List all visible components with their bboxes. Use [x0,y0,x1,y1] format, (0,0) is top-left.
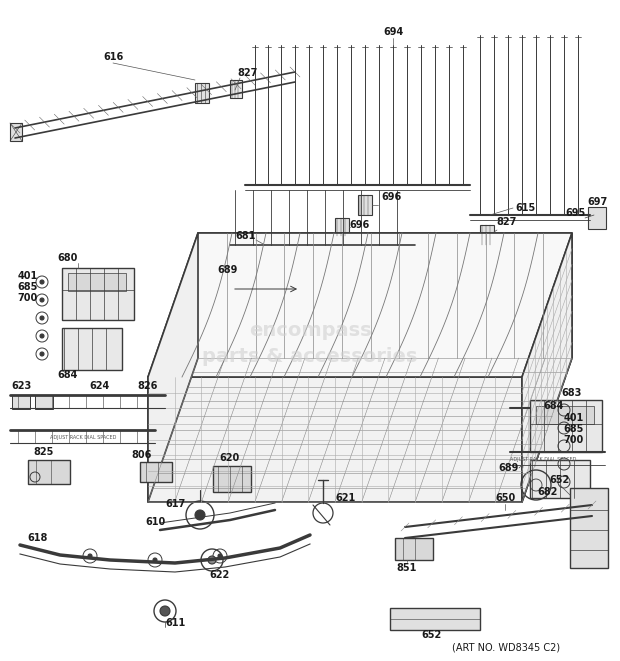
Text: 827: 827 [238,68,258,78]
Bar [390,608,480,630]
Text: 685: 685 [564,424,584,434]
Bar [35,395,53,409]
Text: 401: 401 [18,271,38,281]
Circle shape [153,558,157,562]
Text: 685: 685 [18,282,38,292]
Bar [588,207,606,229]
Bar [228,278,303,300]
Circle shape [88,554,92,558]
Text: 610: 610 [146,517,166,527]
Text: 827: 827 [497,217,517,227]
Text: encompass
parts & accessories: encompass parts & accessories [202,321,418,366]
Text: 696: 696 [382,192,402,202]
Text: 697: 697 [587,197,607,207]
Polygon shape [148,377,522,502]
Bar [358,195,372,215]
Bar [570,488,608,568]
Circle shape [40,316,44,320]
Text: ADJUST RACK DIAL SPACED: ADJUST RACK DIAL SPACED [50,436,117,440]
Bar [536,406,594,424]
Text: 680: 680 [58,253,78,263]
Text: 806: 806 [132,450,152,460]
Text: 826: 826 [138,381,158,391]
Text: 689: 689 [218,265,238,275]
Circle shape [160,606,170,616]
Bar [230,80,242,98]
Polygon shape [148,358,572,502]
Text: 618: 618 [28,533,48,543]
Bar [28,460,70,484]
Text: 611: 611 [165,618,185,628]
Bar [62,328,122,370]
Text: 695: 695 [565,208,585,218]
Text: 621: 621 [336,493,356,503]
Polygon shape [148,233,198,502]
Bar [68,273,126,291]
Text: 684: 684 [58,370,78,380]
Bar [12,395,30,409]
Text: 689: 689 [499,463,519,473]
Bar [530,460,590,498]
Text: 623: 623 [12,381,32,391]
Circle shape [40,334,44,338]
Text: 696: 696 [350,220,370,230]
Text: 825: 825 [34,447,54,457]
Text: 694: 694 [383,27,403,37]
Text: (ART NO. WD8345 C2): (ART NO. WD8345 C2) [452,642,560,652]
Text: 616: 616 [103,52,123,62]
Circle shape [195,510,205,520]
Bar [480,225,494,245]
Bar [195,83,209,103]
Circle shape [40,298,44,302]
Text: 652: 652 [422,630,442,640]
Polygon shape [148,233,572,377]
Text: 652: 652 [550,475,570,485]
Bar [62,268,134,320]
Text: 620: 620 [220,453,240,463]
Text: 401: 401 [564,413,584,423]
Circle shape [218,554,222,558]
Circle shape [40,352,44,356]
Bar [213,466,251,492]
Bar [335,218,349,236]
Circle shape [40,280,44,284]
Text: 682: 682 [538,487,558,497]
Text: 615: 615 [515,203,535,213]
Circle shape [208,556,216,564]
Text: 700: 700 [564,435,584,445]
Text: 683: 683 [562,388,582,398]
Text: 622: 622 [210,570,230,580]
Text: 617: 617 [166,499,186,509]
Bar [10,123,22,141]
Text: 700: 700 [18,293,38,303]
Text: 650: 650 [495,493,515,503]
Bar [395,538,433,560]
Text: ADJUST RACK DIAL SPACED: ADJUST RACK DIAL SPACED [510,457,577,463]
Text: 624: 624 [90,381,110,391]
Text: 681: 681 [236,231,256,241]
Text: 684: 684 [544,401,564,411]
Polygon shape [198,233,572,358]
Polygon shape [522,233,572,502]
Text: 851: 851 [397,563,417,573]
Bar [140,462,172,482]
Bar [530,400,602,452]
